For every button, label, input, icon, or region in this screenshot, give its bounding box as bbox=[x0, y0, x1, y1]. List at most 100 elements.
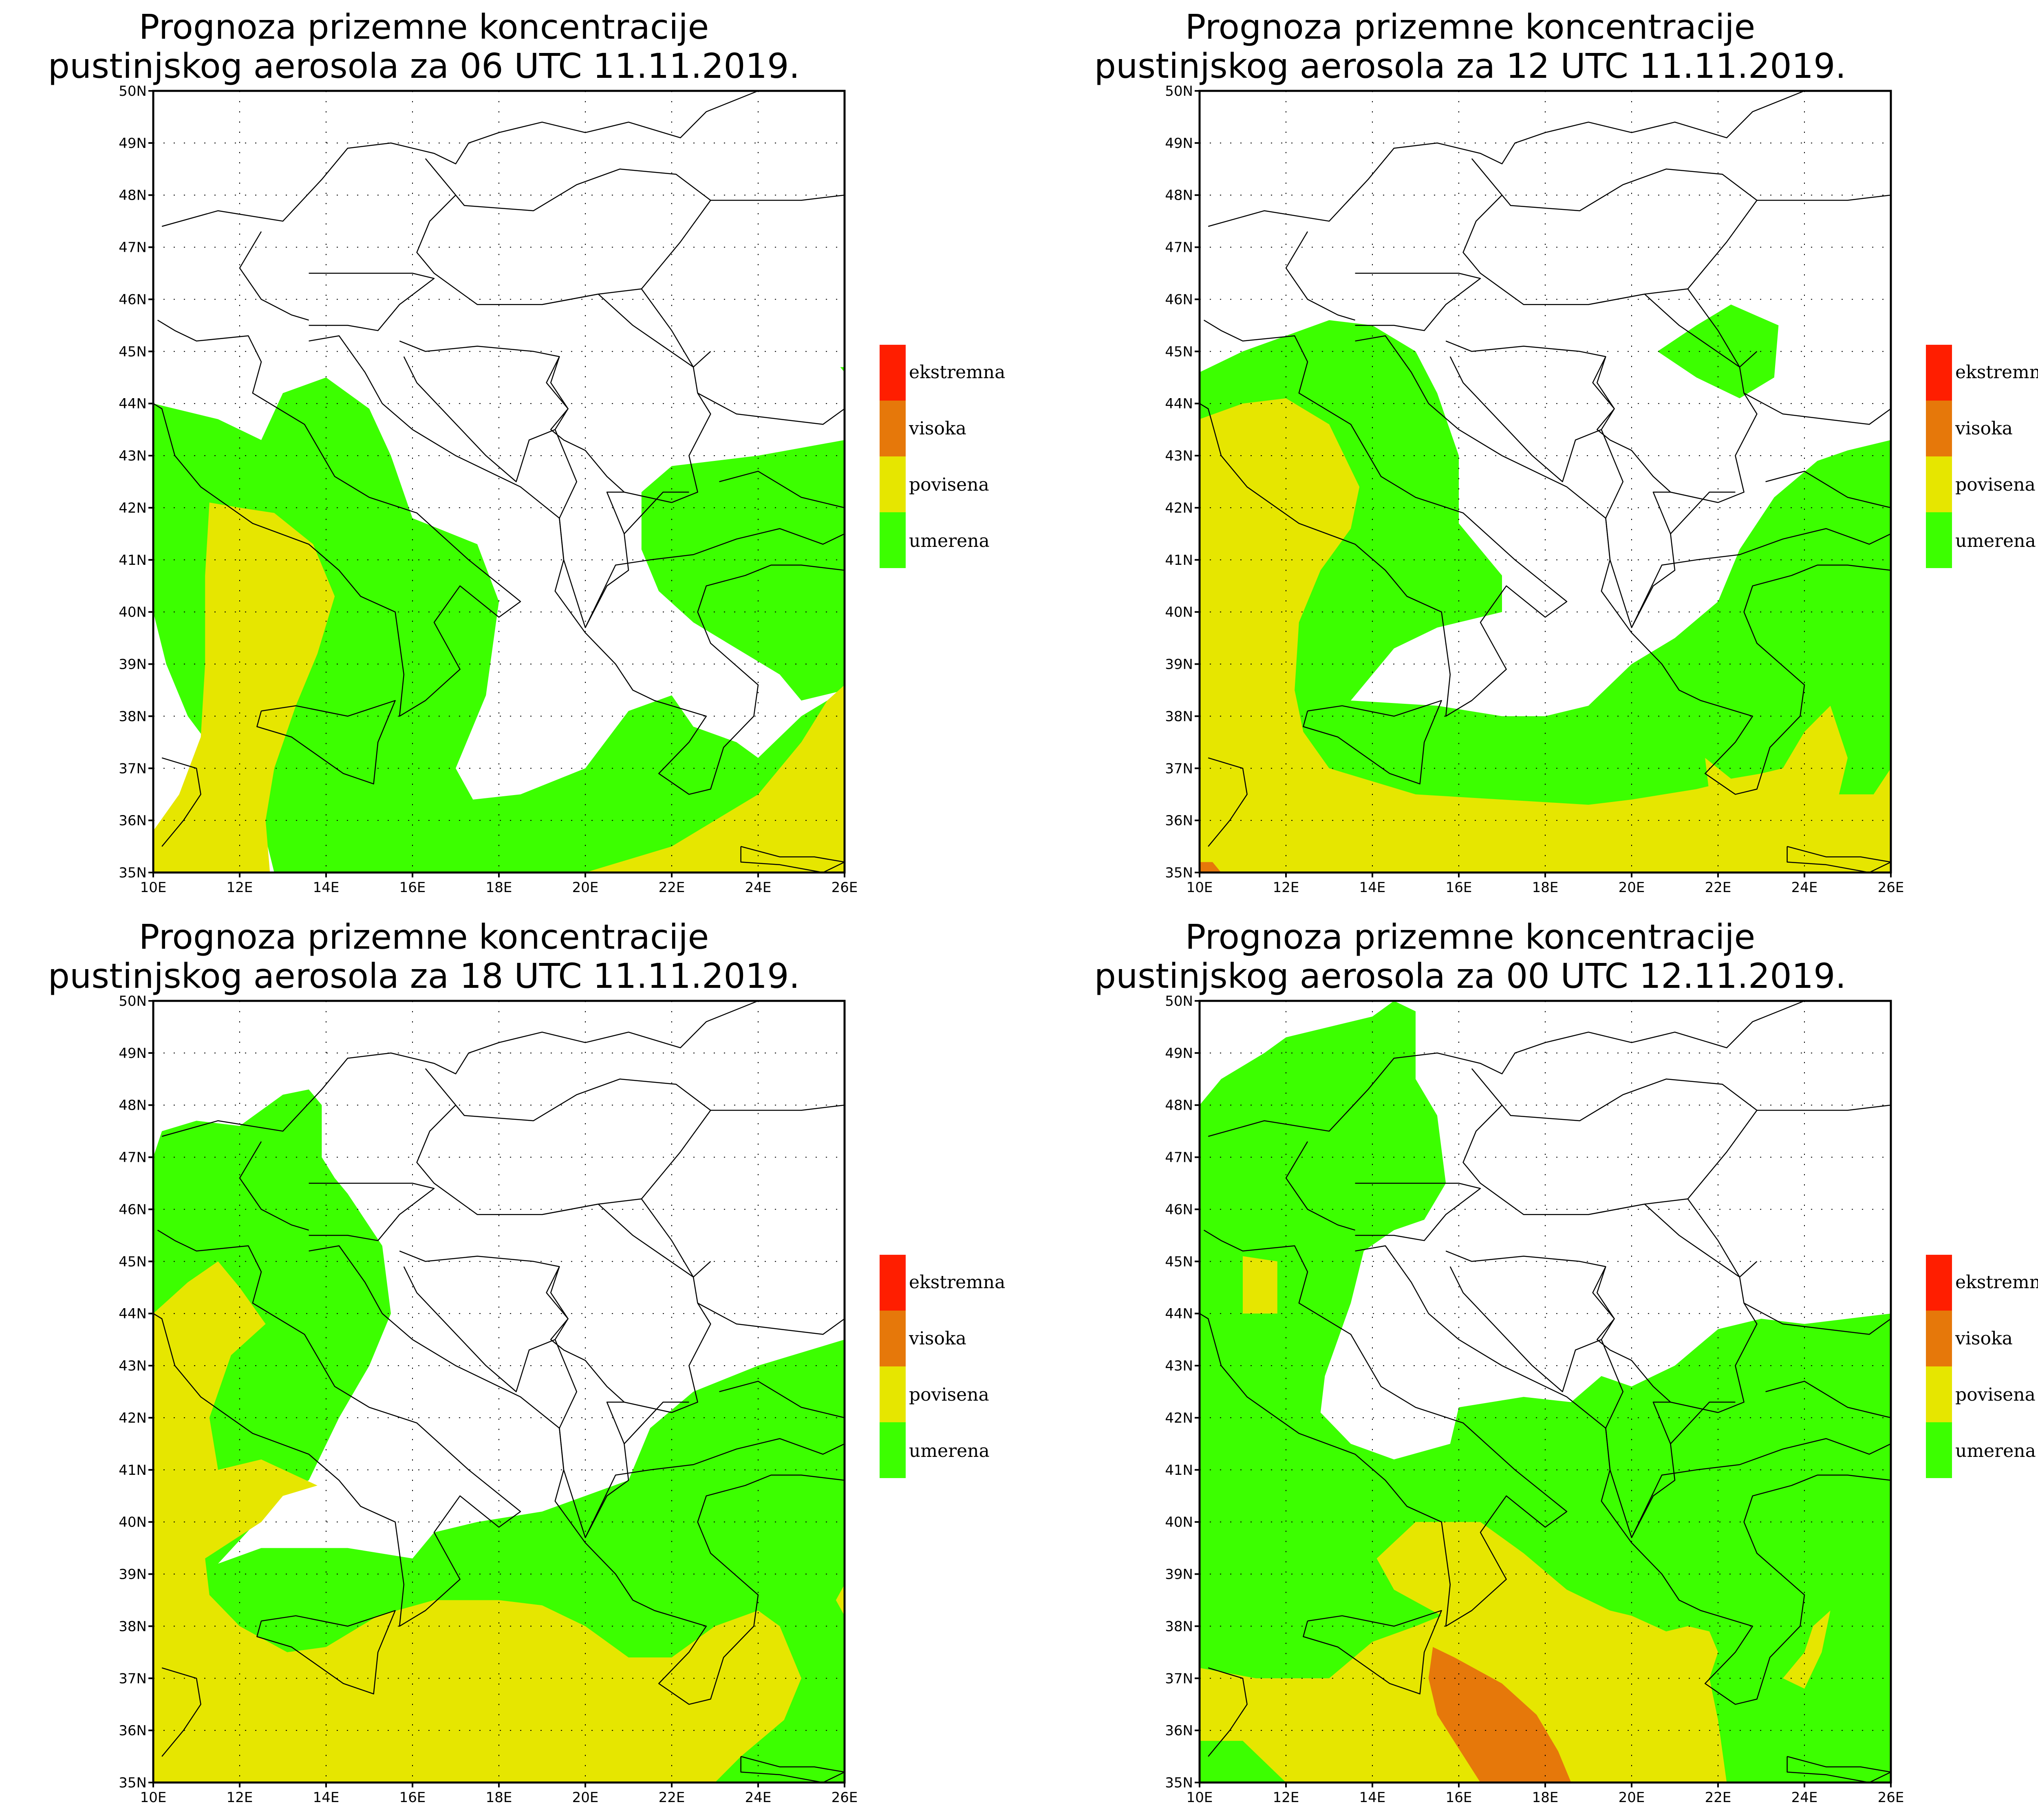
boundary-line bbox=[1445, 340, 1615, 483]
legend-label-povisena: povisena bbox=[1955, 474, 2036, 495]
lat-tick-label: 35N bbox=[119, 1775, 147, 1791]
lat-tick-label: 49N bbox=[119, 1045, 147, 1062]
lat-tick-label: 48N bbox=[1165, 187, 1193, 204]
boundary-line bbox=[710, 194, 845, 201]
lon-tick-label: 12E bbox=[227, 879, 253, 896]
aerosol-region-umerena bbox=[1657, 304, 1779, 399]
lat-tick-label: 39N bbox=[1165, 657, 1193, 673]
legend-label-visoka: visoka bbox=[909, 418, 966, 439]
lat-tick-label: 43N bbox=[119, 1358, 147, 1374]
lat-tick-label: 47N bbox=[1165, 1150, 1193, 1166]
lat-tick-label: 36N bbox=[1165, 813, 1193, 829]
legend-swatch-visoka bbox=[880, 1311, 906, 1366]
lon-tick-label: 12E bbox=[227, 1789, 253, 1806]
boundary-line bbox=[1355, 1183, 1481, 1241]
lat-tick-label: 38N bbox=[119, 708, 147, 725]
aerosol-region-umerena bbox=[153, 1089, 845, 1783]
boundary-line bbox=[416, 158, 711, 305]
lat-tick-label: 50N bbox=[119, 993, 147, 1009]
lon-tick-label: 18E bbox=[1532, 1789, 1559, 1806]
boundary-line bbox=[153, 319, 521, 717]
lat-tick-label: 44N bbox=[119, 396, 147, 412]
aerosol-region-povisena bbox=[836, 1584, 845, 1616]
legend-swatch-umerena bbox=[880, 1422, 906, 1478]
boundary-line bbox=[554, 429, 629, 628]
lat-tick-label: 47N bbox=[119, 240, 147, 256]
aerosol-region-povisena bbox=[1705, 758, 1770, 815]
legend-swatch-visoka bbox=[1926, 401, 1952, 456]
aerosol-region-visoka bbox=[1200, 862, 1221, 873]
lon-tick-label: 14E bbox=[1359, 879, 1386, 896]
aerosol-map: 10E 12E 14E 16E 18E 20E 22E 24E 26E 35N 36N 37N 38N 3… bbox=[1165, 83, 1904, 896]
lon-tick-label: 26E bbox=[1878, 879, 1904, 896]
boundary-line bbox=[697, 1302, 845, 1335]
legend-swatch-visoka bbox=[1926, 1311, 1952, 1366]
boundary-line bbox=[1208, 90, 1805, 227]
legend-label-ekstremna: ekstremna bbox=[1955, 362, 2038, 383]
boundary-line bbox=[624, 1401, 689, 1444]
aerosol-region-umerena bbox=[641, 440, 845, 701]
lat-tick-label: 49N bbox=[1165, 1045, 1193, 1062]
panel-title-line1: Prognoza prizemne koncentracije bbox=[1185, 917, 1756, 957]
lon-tick-label: 16E bbox=[399, 1789, 426, 1806]
boundary-line bbox=[399, 1250, 569, 1393]
boundary-line bbox=[399, 340, 569, 483]
lon-tick-label: 20E bbox=[1619, 879, 1645, 896]
lon-tick-label: 24E bbox=[1791, 1789, 1818, 1806]
lat-tick-label: 41N bbox=[1165, 552, 1193, 568]
lat-tick-label: 38N bbox=[1165, 1618, 1193, 1635]
lon-tick-label: 18E bbox=[1532, 879, 1559, 896]
boundary-line bbox=[1601, 518, 1891, 795]
boundary-line bbox=[641, 289, 711, 368]
boundary-line bbox=[239, 231, 309, 321]
panel-title-line1: Prognoza prizemne koncentracije bbox=[139, 917, 709, 957]
lat-tick-label: 45N bbox=[1165, 1254, 1193, 1270]
boundary-line bbox=[1588, 293, 1758, 503]
boundary-line bbox=[1199, 319, 1568, 717]
boundary-line bbox=[1588, 1203, 1758, 1413]
boundary-line bbox=[161, 90, 759, 227]
lon-tick-label: 22E bbox=[659, 1789, 685, 1806]
boundary-line bbox=[416, 1068, 711, 1215]
boundary-line bbox=[1687, 289, 1758, 368]
boundary-line bbox=[740, 846, 845, 873]
legend-label-visoka: visoka bbox=[1955, 1328, 2013, 1349]
boundary-line bbox=[542, 293, 711, 503]
map-frame-group: 10E 12E 14E 16E 18E 20E 22E 24E 26E 35N 36N 37N 38N 3… bbox=[1165, 993, 1904, 1806]
lat-tick-label: 37N bbox=[119, 760, 147, 777]
lat-tick-label: 42N bbox=[1165, 1410, 1193, 1426]
boundary-line bbox=[1355, 273, 1481, 331]
lat-tick-label: 40N bbox=[1165, 604, 1193, 621]
lat-tick-label: 36N bbox=[119, 1723, 147, 1739]
boundary-line bbox=[1744, 392, 1891, 425]
lon-tick-label: 20E bbox=[572, 1789, 599, 1806]
legend-label-visoka: visoka bbox=[1955, 418, 2013, 439]
boundary-line bbox=[1757, 194, 1891, 201]
lat-tick-label: 40N bbox=[119, 604, 147, 621]
lat-tick-label: 35N bbox=[1165, 1775, 1193, 1791]
lon-tick-label: 22E bbox=[1705, 879, 1731, 896]
lat-tick-label: 48N bbox=[119, 187, 147, 204]
lat-tick-label: 41N bbox=[119, 552, 147, 568]
boundary-line bbox=[1462, 1068, 1758, 1215]
lat-tick-label: 37N bbox=[1165, 1670, 1193, 1687]
boundary-line bbox=[1285, 1141, 1355, 1231]
lat-tick-label: 43N bbox=[1165, 448, 1193, 464]
boundary-line bbox=[719, 1381, 845, 1419]
map-frame-group: 10E 12E 14E 16E 18E 20E 22E 24E 26E 35N 36N 37N 38N 3… bbox=[1165, 83, 1904, 896]
lat-tick-label: 39N bbox=[1165, 1567, 1193, 1583]
lat-tick-label: 46N bbox=[1165, 1201, 1193, 1218]
lat-tick-label: 44N bbox=[1165, 1306, 1193, 1322]
boundary-line bbox=[554, 1428, 845, 1705]
aerosol-region-visoka bbox=[1428, 1647, 1571, 1783]
map-frame-group: 10E 12E 14E 16E 18E 20E 22E 24E 26E 35N 36N 37N 38N 3… bbox=[119, 83, 858, 896]
lon-tick-label: 12E bbox=[1273, 1789, 1299, 1806]
lon-tick-label: 14E bbox=[1359, 1789, 1386, 1806]
boundary-line bbox=[584, 1438, 845, 1538]
lat-tick-label: 42N bbox=[1165, 500, 1193, 516]
boundary-line bbox=[1757, 1104, 1891, 1111]
lat-tick-label: 49N bbox=[1165, 135, 1193, 152]
boundary-line bbox=[309, 273, 435, 331]
lon-tick-label: 20E bbox=[1619, 1789, 1645, 1806]
forecast-panel-12utc: Prognoza prizemne koncentracije pustinjs… bbox=[1046, 0, 2038, 910]
